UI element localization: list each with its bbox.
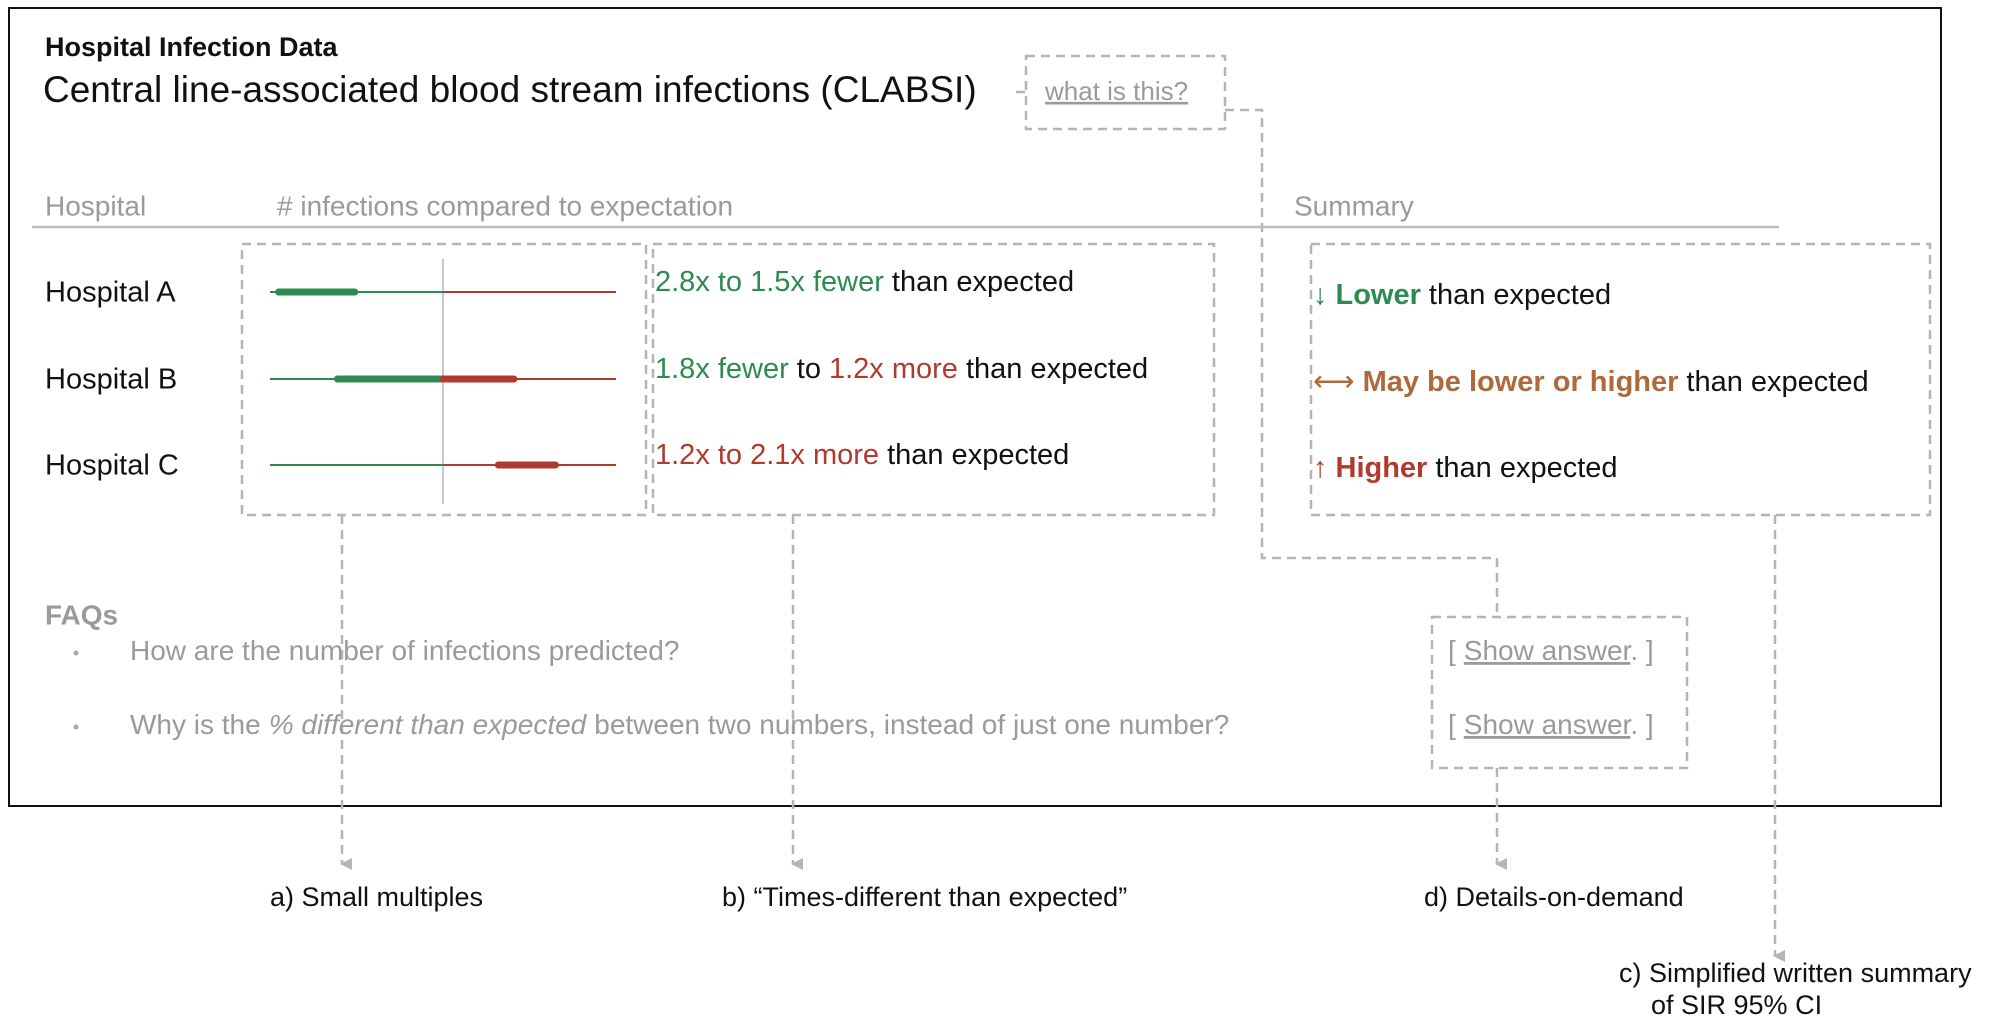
callout-box — [1430, 615, 1689, 770]
comparison-text: 1.2x to 2.1x more than expected — [655, 439, 1069, 471]
comparison-segment: than expected — [966, 353, 1148, 385]
callout-box — [240, 242, 648, 517]
help-link[interactable]: what is this? — [1044, 76, 1188, 106]
bracket: . ] — [1630, 709, 1653, 740]
page-title: Central line-associated blood stream inf… — [43, 69, 977, 110]
question-segment: Why is the — [130, 709, 261, 740]
bullet — [73, 724, 79, 730]
summary-icon: ⟷ — [1313, 366, 1355, 398]
summary-icon: ↑ — [1313, 452, 1328, 484]
annotation: of SIR 95% CI — [1651, 990, 1822, 1020]
column-header: # infections compared to expectation — [277, 190, 733, 221]
question-segment: between two numbers, instead of just one… — [594, 709, 1229, 740]
summary-text: ↓ Lower than expected — [1313, 279, 1611, 311]
summary-text: ↑ Higher than expected — [1313, 452, 1618, 484]
hospital-name: Hospital A — [45, 277, 176, 309]
summary-label: Higher — [1336, 452, 1428, 484]
summary-rest: than expected — [1686, 366, 1868, 398]
column-header: Summary — [1294, 190, 1414, 221]
comparison-text: 2.8x to 1.5x fewer than expected — [655, 266, 1074, 298]
summary-icon: ↓ — [1313, 279, 1328, 311]
bracket: [ — [1448, 635, 1456, 666]
bracket: . ] — [1630, 635, 1653, 666]
annotation: c) Simplified written summary — [1619, 958, 1972, 988]
show-answer-link[interactable]: Show answer — [1464, 635, 1632, 666]
hospital-name: Hospital C — [45, 450, 179, 482]
ui-frame — [8, 7, 1942, 807]
callout-box — [1309, 242, 1932, 517]
hospital-name: Hospital B — [45, 364, 177, 396]
column-header: Hospital — [45, 190, 146, 221]
faq-question: Why is the % different than expected betwe… — [130, 709, 1229, 740]
annotation: d) Details-on-demand — [1424, 882, 1684, 912]
comparison-segment: than expected — [887, 439, 1069, 471]
summary-rest: than expected — [1429, 279, 1611, 311]
bullet — [73, 650, 79, 656]
comparison-segment: 1.2x more — [829, 353, 958, 385]
bracket: [ — [1448, 709, 1456, 740]
connector — [1225, 108, 1499, 617]
faq-title: FAQs — [45, 599, 118, 630]
comparison-segment: 1.2x to 2.1x more — [655, 439, 879, 471]
show-answer: [ Show answer. ] — [1448, 709, 1654, 740]
annotation: a) Small multiples — [270, 882, 483, 912]
comparison-segment: 2.8x to 1.5x fewer — [655, 266, 884, 298]
annotation: b) “Times-different than expected” — [722, 882, 1127, 912]
summary-label: Lower — [1336, 279, 1421, 311]
faq-question: How are the number of infections predict… — [130, 635, 679, 666]
summary-text: ⟷ May be lower or higher than expected — [1313, 366, 1869, 398]
question-segment: % different than expected — [269, 709, 588, 740]
content: Hospital A 2.8x to 1.5x fewer than expecte… — [45, 259, 1972, 1020]
comparison-text: 1.8x fewer to 1.2x more than expected — [655, 353, 1148, 385]
show-answer-link[interactable]: Show answer — [1464, 709, 1632, 740]
kicker: Hospital Infection Data — [45, 32, 339, 62]
comparison-segment: 1.8x fewer — [655, 353, 789, 385]
summary-rest: than expected — [1435, 452, 1617, 484]
summary-label: May be lower or higher — [1363, 366, 1679, 398]
comparison-segment: to — [797, 353, 821, 385]
callout-box — [651, 242, 1216, 517]
comparison-segment: than expected — [892, 266, 1074, 298]
show-answer: [ Show answer. ] — [1448, 635, 1654, 666]
question-segment: How are the number of infections predict… — [130, 635, 679, 666]
